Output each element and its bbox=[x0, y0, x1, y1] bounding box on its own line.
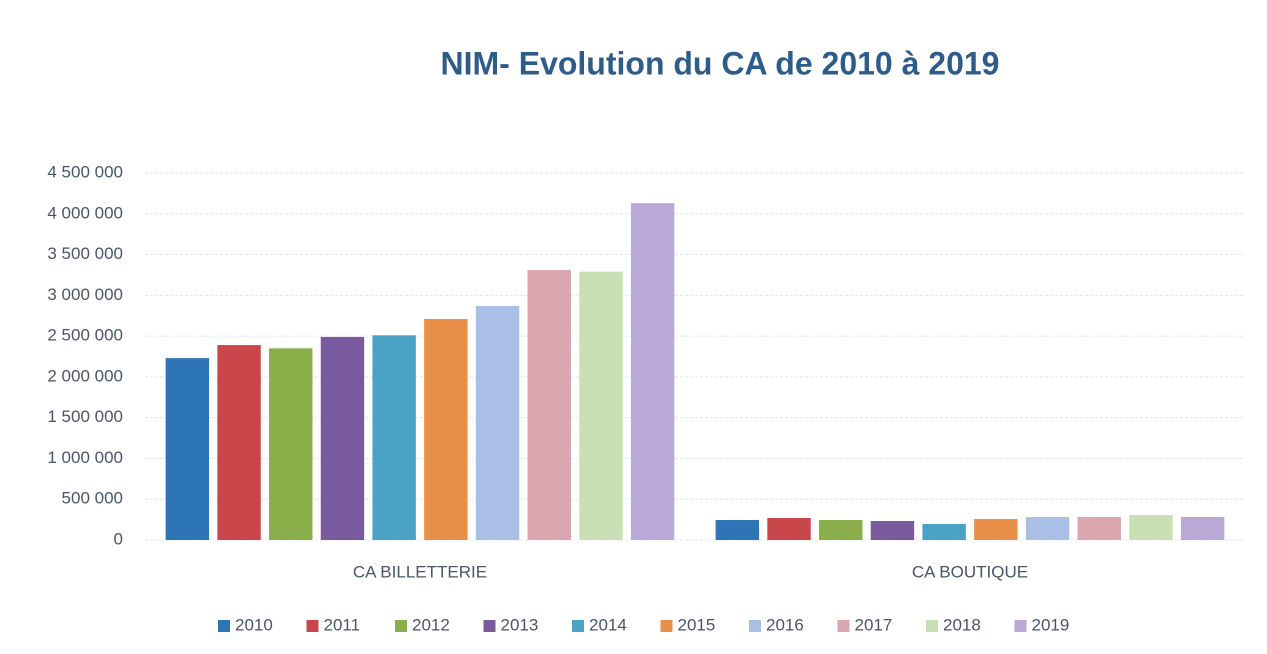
bar bbox=[320, 336, 365, 540]
chart-title: NIM- Evolution du CA de 2010 à 2019 bbox=[441, 45, 1000, 81]
legend-label: 2016 bbox=[766, 615, 804, 634]
y-tick-label: 4 500 000 bbox=[47, 162, 123, 181]
legend-label: 2014 bbox=[589, 615, 627, 634]
legend-label: 2015 bbox=[678, 615, 716, 634]
y-tick-label: 3 000 000 bbox=[47, 285, 123, 304]
y-tick-label: 500 000 bbox=[62, 489, 123, 508]
legend-swatch bbox=[837, 620, 850, 632]
bar bbox=[870, 520, 915, 540]
legend-swatch bbox=[1014, 620, 1027, 632]
bar bbox=[372, 335, 416, 540]
y-tick-label: 2 500 000 bbox=[47, 326, 123, 345]
bar bbox=[922, 524, 966, 540]
legend-swatch bbox=[395, 620, 407, 632]
legend-swatch bbox=[483, 620, 496, 632]
y-tick-label: 4 000 000 bbox=[47, 203, 123, 222]
legend-label: 2012 bbox=[412, 615, 450, 634]
legend-swatch bbox=[749, 620, 761, 632]
y-tick-label: 1 000 000 bbox=[47, 448, 123, 467]
y-tick-label: 1 500 000 bbox=[47, 407, 123, 426]
bar bbox=[819, 520, 863, 540]
legend-label: 2011 bbox=[324, 615, 361, 634]
legend-label: 2010 bbox=[235, 615, 273, 634]
legend-swatch bbox=[660, 620, 673, 632]
legend-label: 2018 bbox=[943, 615, 981, 634]
legend-swatch bbox=[306, 620, 319, 632]
bar bbox=[475, 305, 520, 540]
bar bbox=[974, 519, 1018, 540]
bar bbox=[165, 358, 210, 540]
legend-label: 2013 bbox=[501, 615, 539, 634]
bar bbox=[630, 203, 675, 541]
bar bbox=[424, 318, 468, 540]
legend-label: 2019 bbox=[1032, 615, 1070, 634]
legend-swatch bbox=[926, 620, 938, 632]
legend-swatch bbox=[572, 620, 584, 632]
y-tick-label: 3 500 000 bbox=[47, 244, 123, 263]
x-tick-label: CA BILLETTERIE bbox=[353, 562, 487, 581]
bar bbox=[1180, 517, 1225, 540]
bar bbox=[767, 517, 811, 540]
bar bbox=[269, 348, 313, 540]
bar bbox=[715, 520, 760, 540]
x-tick-label: CA BOUTIQUE bbox=[912, 562, 1028, 581]
legend-label: 2017 bbox=[855, 615, 893, 634]
bar bbox=[1129, 515, 1173, 540]
bar bbox=[1025, 517, 1070, 540]
bar bbox=[1077, 517, 1121, 540]
y-tick-label: 2 000 000 bbox=[47, 366, 123, 385]
bar bbox=[217, 345, 261, 540]
y-tick-label: 0 bbox=[114, 529, 123, 548]
legend-swatch bbox=[218, 620, 230, 632]
bar bbox=[527, 270, 571, 540]
bar bbox=[579, 271, 623, 540]
